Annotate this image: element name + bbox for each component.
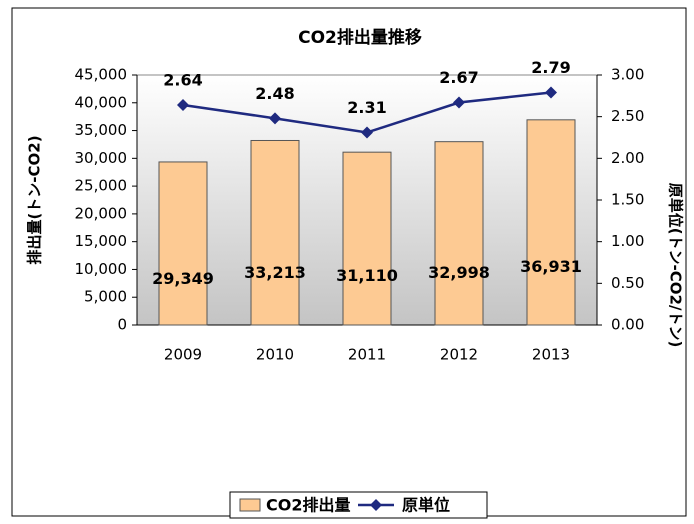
y2ticks-label: 2.00 bbox=[611, 149, 644, 167]
x-tick-label: 2012 bbox=[440, 346, 478, 364]
bar bbox=[250, 139, 300, 326]
y2ticks-label: 0.00 bbox=[611, 316, 644, 334]
y2ticks-label: 0.50 bbox=[611, 274, 644, 292]
bar-value-label: 36,931 bbox=[520, 257, 582, 276]
legend-swatch bbox=[239, 498, 261, 512]
y2ticks-label: 1.50 bbox=[611, 191, 644, 209]
yticks-label: 30,000 bbox=[75, 149, 128, 167]
yticks-label: 0 bbox=[117, 316, 127, 334]
line-value-label: 2.48 bbox=[255, 84, 294, 103]
legend-label: CO2排出量 bbox=[266, 496, 350, 515]
yticks-label: 45,000 bbox=[75, 66, 128, 84]
bar-value-label: 33,213 bbox=[244, 263, 306, 282]
bar-value-label: 32,998 bbox=[428, 263, 490, 282]
line-value-label: 2.64 bbox=[163, 71, 202, 90]
line-marker bbox=[361, 126, 373, 139]
bar bbox=[342, 151, 392, 326]
x-tick-label: 2011 bbox=[348, 346, 386, 364]
y2ticks-label: 3.00 bbox=[611, 66, 644, 84]
line-value-label: 2.67 bbox=[439, 68, 478, 87]
y2ticks-label: 1.00 bbox=[611, 232, 644, 250]
legend-marker bbox=[370, 499, 382, 511]
yticks-label: 10,000 bbox=[75, 260, 128, 278]
line-value-label: 2.31 bbox=[347, 98, 386, 117]
yticks-label: 15,000 bbox=[75, 232, 128, 250]
line-marker bbox=[545, 86, 557, 99]
yticks-label: 5,000 bbox=[84, 288, 127, 306]
line-marker bbox=[453, 96, 465, 109]
bar bbox=[158, 161, 208, 326]
chart-title: CO2排出量推移 bbox=[298, 27, 422, 48]
yticks-label: 35,000 bbox=[75, 121, 128, 139]
yticks-label: 40,000 bbox=[75, 93, 128, 111]
line-marker bbox=[177, 99, 189, 111]
bar-value-label: 31,110 bbox=[336, 266, 398, 285]
bar-value-label: 29,349 bbox=[152, 269, 214, 288]
yticks-label: 20,000 bbox=[75, 204, 128, 222]
legend-label: 原単位 bbox=[402, 496, 450, 515]
y2ticks-label: 2.50 bbox=[611, 107, 644, 125]
line-marker bbox=[269, 112, 281, 125]
line-value-label: 2.79 bbox=[531, 58, 570, 77]
bar bbox=[434, 141, 484, 326]
x-tick-label: 2009 bbox=[164, 346, 202, 364]
yticks-label: 25,000 bbox=[75, 177, 128, 195]
x-tick-label: 2013 bbox=[532, 346, 570, 364]
y2-axis-title: 原単位(トン-CO2/トン) bbox=[667, 183, 685, 348]
bar bbox=[526, 119, 576, 326]
x-tick-label: 2010 bbox=[256, 346, 294, 364]
y-axis-title: 排出量(トン-CO2) bbox=[26, 135, 44, 264]
